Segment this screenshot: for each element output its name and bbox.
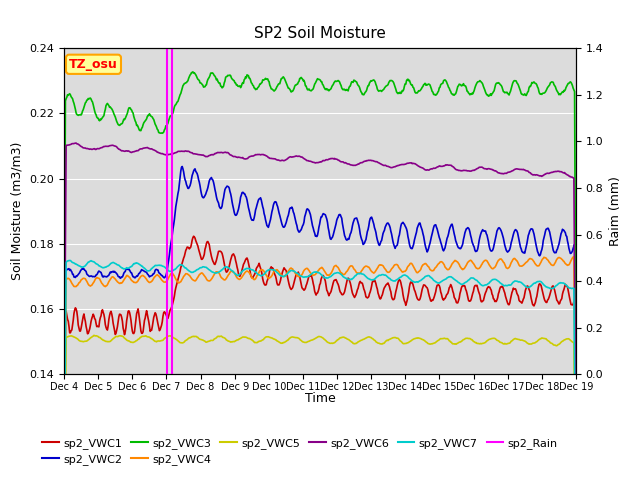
Y-axis label: Raim (mm): Raim (mm) <box>609 176 622 246</box>
Text: Time: Time <box>305 392 335 405</box>
Y-axis label: Soil Moisture (m3/m3): Soil Moisture (m3/m3) <box>11 142 24 280</box>
Text: SP2 Soil Moisture: SP2 Soil Moisture <box>254 26 386 41</box>
Text: TZ_osu: TZ_osu <box>69 58 118 71</box>
Legend: sp2_VWC1, sp2_VWC2, sp2_VWC3, sp2_VWC4, sp2_VWC5, sp2_VWC6, sp2_VWC7, sp2_Rain: sp2_VWC1, sp2_VWC2, sp2_VWC3, sp2_VWC4, … <box>38 433 563 469</box>
